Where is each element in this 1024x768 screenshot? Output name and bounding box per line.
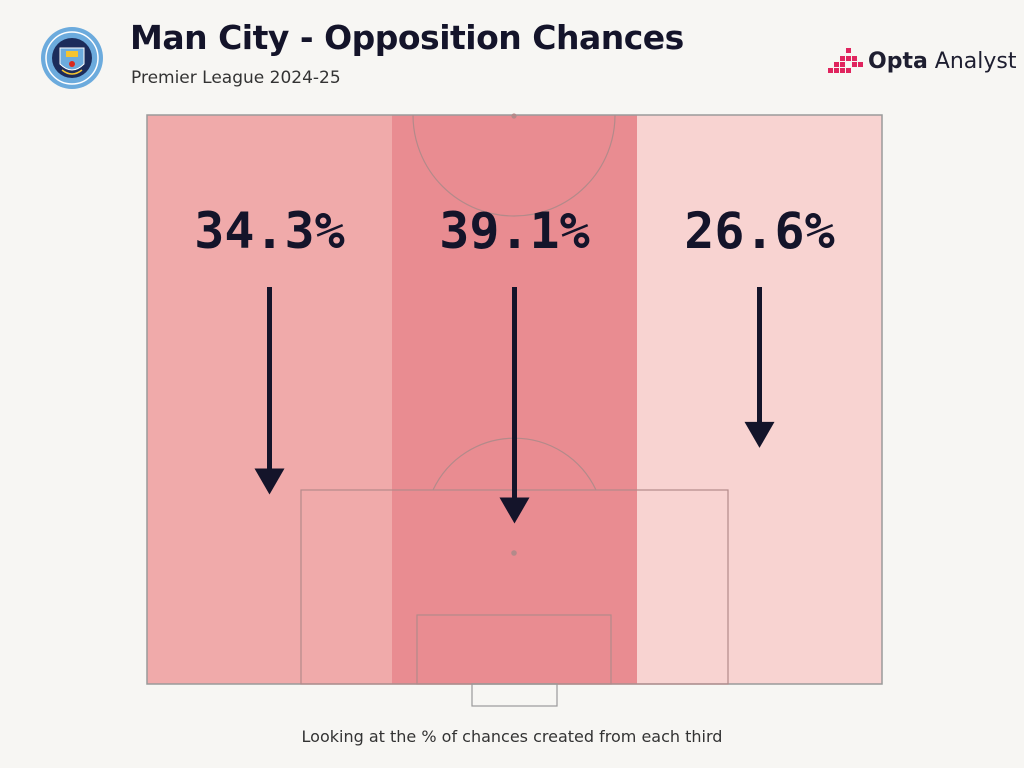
penalty-spot: [511, 550, 517, 556]
page-title: Man City - Opposition Chances: [130, 18, 684, 57]
brand-name: Opta Analyst: [868, 49, 1017, 74]
zone-arrow-head-1: [254, 468, 285, 495]
goal: [471, 683, 558, 707]
man-city-crest-logo: [40, 26, 104, 90]
centre-circle-arc: [412, 114, 616, 217]
page-subtitle: Premier League 2024-25: [131, 68, 341, 88]
chart-marks: 34.3% 39.1% 26.6%: [194, 202, 835, 524]
centre-spot: [511, 113, 517, 119]
opta-analyst-logo: Opta Analyst: [828, 44, 1018, 78]
zone-value-label-3: 26.6%: [684, 202, 835, 260]
zone-arrow-head-2: [499, 497, 530, 524]
brand-name-light: Analyst: [927, 49, 1017, 74]
opta-bars-icon: [828, 48, 863, 73]
zone-value-label-2: 39.1%: [439, 202, 590, 260]
zone-arrow-head-3: [744, 421, 775, 448]
chart-annotation: Looking at the % of chances created from…: [301, 727, 723, 746]
zone-value-label-1: 34.3%: [194, 202, 345, 260]
brand-name-bold: Opta: [868, 49, 928, 74]
